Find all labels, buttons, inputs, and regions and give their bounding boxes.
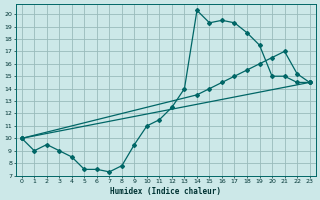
X-axis label: Humidex (Indice chaleur): Humidex (Indice chaleur) [110,187,221,196]
